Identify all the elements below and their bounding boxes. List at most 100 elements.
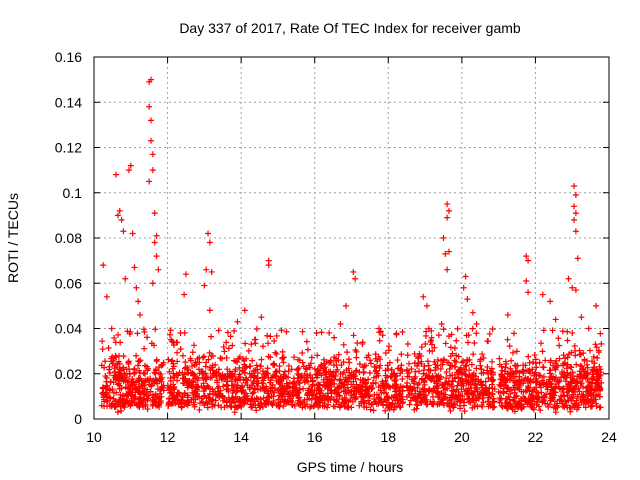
- data-point: [302, 365, 309, 372]
- data-point: [296, 380, 303, 387]
- data-point: [220, 383, 227, 390]
- data-point: [507, 375, 514, 382]
- data-point: [460, 284, 467, 291]
- y-tick-label: 0: [74, 411, 82, 427]
- data-point: [428, 327, 435, 334]
- data-point: [241, 389, 248, 396]
- data-point: [469, 404, 476, 411]
- data-point: [568, 349, 575, 356]
- data-point: [297, 374, 304, 381]
- data-point: [234, 387, 241, 394]
- data-point: [418, 399, 425, 406]
- data-point: [457, 405, 464, 412]
- data-point: [444, 385, 451, 392]
- data-point: [276, 368, 283, 375]
- data-point: [215, 366, 222, 373]
- data-point: [531, 372, 538, 379]
- data-point: [545, 404, 552, 411]
- data-point: [593, 379, 600, 386]
- data-point: [458, 359, 465, 366]
- data-point: [363, 380, 370, 387]
- data-point: [136, 311, 143, 318]
- data-point: [336, 392, 343, 399]
- data-point: [362, 386, 369, 393]
- data-point: [192, 381, 199, 388]
- data-point: [512, 362, 519, 369]
- data-point: [394, 365, 401, 372]
- data-point: [218, 355, 225, 362]
- data-point: [479, 351, 486, 358]
- data-point: [575, 402, 582, 409]
- data-point: [181, 391, 188, 398]
- data-point: [246, 386, 253, 393]
- data-point: [404, 384, 411, 391]
- data-point: [567, 374, 574, 381]
- data-point: [529, 404, 536, 411]
- data-point: [578, 391, 585, 398]
- data-point: [418, 358, 425, 365]
- data-point: [539, 291, 546, 298]
- data-point: [152, 370, 159, 377]
- data-point: [489, 385, 496, 392]
- data-point: [432, 361, 439, 368]
- data-point: [451, 345, 458, 352]
- data-point: [529, 366, 536, 373]
- data-point: [422, 397, 429, 404]
- data-point: [292, 381, 299, 388]
- data-point: [596, 404, 603, 411]
- data-point: [170, 360, 177, 367]
- data-point: [442, 250, 449, 257]
- data-point: [258, 314, 265, 321]
- data-point: [366, 369, 373, 376]
- data-point: [122, 377, 129, 384]
- data-point: [393, 381, 400, 388]
- data-point: [174, 349, 181, 356]
- data-point: [590, 353, 597, 360]
- data-point: [486, 330, 493, 337]
- data-point: [136, 358, 143, 365]
- data-point: [552, 389, 559, 396]
- y-tick-label: 0.16: [55, 49, 82, 65]
- data-point: [99, 338, 106, 345]
- data-point: [273, 332, 280, 339]
- data-point: [181, 400, 188, 407]
- data-point: [409, 386, 416, 393]
- data-point: [415, 354, 422, 361]
- data-point: [516, 384, 523, 391]
- data-point: [426, 367, 433, 374]
- data-point: [334, 389, 341, 396]
- data-point: [512, 367, 519, 374]
- data-point: [515, 402, 522, 409]
- data-point: [176, 398, 183, 405]
- data-point: [329, 372, 336, 379]
- data-point: [123, 366, 130, 373]
- data-point: [264, 365, 271, 372]
- data-point: [373, 401, 380, 407]
- data-point: [455, 378, 462, 385]
- data-point: [241, 307, 248, 314]
- data-point: [221, 348, 228, 355]
- data-point: [270, 393, 277, 400]
- data-point: [314, 352, 321, 359]
- data-point: [174, 377, 181, 384]
- data-point: [189, 349, 196, 356]
- data-point: [570, 395, 577, 402]
- data-point: [126, 370, 133, 377]
- data-point: [569, 329, 576, 336]
- data-point: [485, 403, 492, 410]
- data-point: [528, 391, 535, 398]
- data-point: [399, 388, 406, 395]
- data-point: [462, 273, 469, 280]
- data-point: [458, 386, 465, 393]
- data-point: [115, 331, 122, 338]
- data-point: [472, 384, 479, 391]
- data-point: [352, 395, 359, 402]
- data-point: [241, 363, 248, 370]
- data-point: [135, 298, 142, 305]
- data-point: [540, 364, 547, 371]
- data-point: [429, 393, 436, 400]
- data-point: [343, 390, 350, 397]
- data-point: [330, 396, 337, 403]
- data-point: [562, 374, 569, 381]
- data-point: [279, 391, 286, 398]
